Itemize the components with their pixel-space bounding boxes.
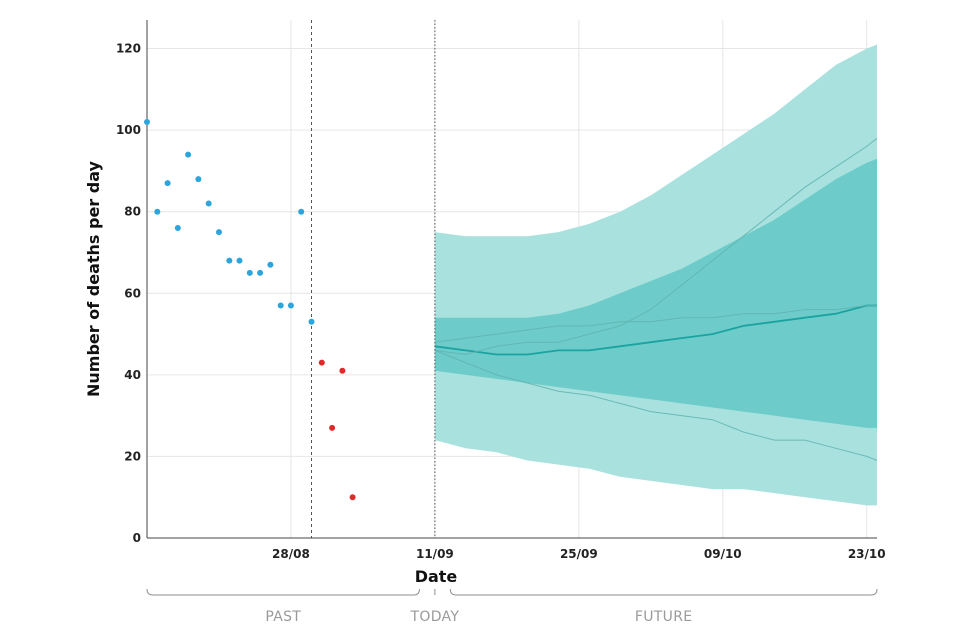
x-tick-label: 09/10	[704, 547, 742, 561]
reported-death-point	[154, 208, 161, 215]
period-annotations: PAST TODAY FUTURE	[146, 588, 878, 625]
reported-death-point	[195, 176, 202, 183]
data-points	[144, 119, 356, 501]
past-bracket	[146, 588, 420, 596]
reported-death-point	[144, 119, 150, 125]
x-axis-title: Date	[415, 567, 458, 586]
reported-death-point	[277, 302, 284, 309]
today-period-label: TODAY	[410, 609, 460, 625]
reported-death-point	[246, 269, 253, 276]
y-tick-label: 120	[116, 42, 141, 56]
reported-death-point	[164, 180, 171, 187]
reported-death-point	[298, 208, 305, 215]
y-tick-label: 40	[124, 368, 141, 382]
past-period-label: PAST	[265, 609, 301, 625]
y-tick-label: 80	[124, 205, 141, 219]
reported-death-point	[226, 257, 233, 264]
reported-death-point	[174, 225, 181, 231]
median-projection-line	[434, 304, 877, 356]
y-tick-label: 60	[124, 286, 141, 300]
x-tick-label: 25/09	[560, 547, 598, 561]
reported-death-point	[287, 302, 294, 309]
tick-labels: 0 20 40 60 80 100 120 28/08 11/09 25/09 09/10 23/10	[116, 42, 886, 561]
incomplete-data-point	[339, 367, 346, 374]
reported-death-point	[205, 200, 212, 207]
y-tick-label: 0	[133, 531, 141, 545]
y-tick-label: 20	[124, 449, 141, 463]
projection-lines	[434, 137, 878, 461]
axes	[146, 20, 877, 539]
y-tick-label: 100	[116, 123, 141, 137]
middle-scenario-path-line	[434, 305, 877, 343]
incomplete-data-point	[349, 494, 356, 501]
reported-death-point	[308, 318, 315, 325]
reference-lines	[311, 20, 436, 538]
incomplete-data-point	[318, 359, 325, 366]
reported-death-point	[216, 229, 222, 236]
lower-scenario-path-line	[434, 349, 878, 461]
x-tick-label: 11/09	[416, 547, 454, 561]
incomplete-data-point	[329, 424, 336, 431]
prediction-bands	[434, 44, 877, 506]
future-bracket	[449, 588, 878, 596]
reported-death-point	[236, 257, 243, 264]
reported-death-point	[257, 269, 264, 276]
upper-scenario-path-line	[434, 137, 878, 356]
future-period-label: FUTURE	[635, 609, 692, 625]
reported-death-point	[267, 261, 274, 268]
y-axis-title: Number of deaths per day	[84, 160, 103, 397]
x-tick-label: 23/10	[848, 547, 886, 561]
inner-prediction-interval-band	[434, 158, 877, 428]
x-tick-label: 28/08	[272, 547, 310, 561]
reported-death-point	[185, 151, 192, 158]
